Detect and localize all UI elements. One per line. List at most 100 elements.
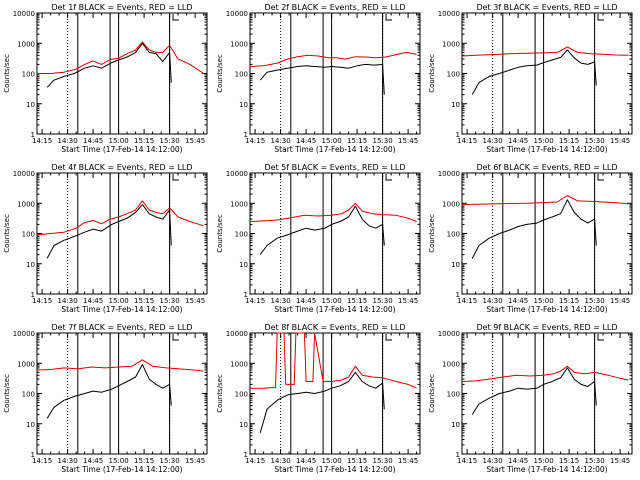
x-tick-label: 15:00 — [109, 457, 129, 465]
x-tick-label: 15:00 — [534, 297, 554, 305]
events-series-line — [259, 205, 385, 255]
y-tick-label: 1000 — [442, 360, 460, 368]
plot-frame — [249, 172, 421, 295]
y-tick-label: 100 — [235, 231, 248, 239]
x-axis-label: Start Time (17-Feb-14 14:12:00) — [274, 305, 395, 314]
detector-panel-9: Det 9f BLACK = Events, RED = LLD 1 10 100 10… — [428, 323, 633, 474]
y-axis-label: Counts/sec — [428, 374, 436, 413]
y-tick-label: 100 — [447, 391, 460, 399]
y-tick-label: 1 — [456, 131, 460, 139]
y-tick-label: 10 — [451, 261, 460, 269]
interval-bracket — [385, 334, 392, 341]
y-tick-label: 1000 — [17, 40, 35, 48]
x-tick-label: 15:45 — [398, 457, 418, 465]
interval-bracket — [172, 334, 179, 341]
plot-frame — [36, 332, 208, 455]
lld-series-line — [249, 51, 417, 67]
y-tick-label: 1 — [456, 451, 460, 459]
y-tick-label: 10000 — [226, 10, 248, 18]
panel-title: Det 1f BLACK = Events, RED = LLD — [51, 3, 192, 12]
y-tick-label: 10000 — [13, 170, 35, 178]
x-tick-label: 14:45 — [296, 457, 316, 465]
x-tick-label: 14:30 — [58, 297, 78, 305]
panel-title: Det 3f BLACK = Events, RED = LLD — [476, 3, 617, 12]
panel-title: Det 6f BLACK = Events, RED = LLD — [476, 163, 617, 172]
x-tick-label: 14:45 — [296, 137, 316, 145]
detector-panel-1: Det 1f BLACK = Events, RED = LLD 1 10 100 10… — [3, 3, 208, 154]
x-tick-label: 15:45 — [185, 137, 205, 145]
x-axis-label: Start Time (17-Feb-14 14:12:00) — [61, 305, 182, 314]
events-series-line — [46, 204, 172, 259]
y-tick-label: 10000 — [13, 330, 35, 338]
detector-panel-6: Det 6f BLACK = Events, RED = LLD 1 10 100 10… — [428, 163, 633, 314]
y-tick-label: 1000 — [442, 40, 460, 48]
x-axis-label: Start Time (17-Feb-14 14:12:00) — [274, 145, 395, 154]
detector-panel-7: Det 7f BLACK = Events, RED = LLD 1 10 100 10… — [3, 323, 208, 474]
y-tick-label: 10 — [239, 421, 248, 429]
y-tick-label: 100 — [235, 71, 248, 79]
interval-bracket — [385, 14, 392, 21]
interval-bracket — [385, 174, 392, 181]
x-tick-label: 14:15 — [32, 297, 52, 305]
y-tick-label: 10000 — [438, 170, 460, 178]
x-tick-label: 14:45 — [508, 457, 528, 465]
y-tick-label: 100 — [235, 391, 248, 399]
x-tick-label: 15:30 — [160, 297, 180, 305]
x-axis-label: Start Time (17-Feb-14 14:12:00) — [486, 305, 607, 314]
events-series-line — [471, 367, 597, 415]
x-axis-label: Start Time (17-Feb-14 14:12:00) — [274, 465, 395, 474]
events-series-line — [471, 199, 597, 259]
detector-panel-8: Det 8f BLACK = Events, RED = LLD 1 10 100 10… — [216, 323, 421, 474]
detector-panel-2: Det 2f BLACK = Events, RED = LLD 1 10 100 10… — [216, 3, 421, 154]
lld-series-line — [37, 41, 204, 74]
lld-series-line — [36, 200, 204, 236]
y-tick-label: 1 — [31, 291, 35, 299]
plot-frame — [461, 332, 633, 455]
x-axis-label: Start Time (17-Feb-14 14:12:00) — [61, 465, 182, 474]
y-tick-label: 10 — [451, 101, 460, 109]
x-tick-label: 14:45 — [83, 137, 103, 145]
x-tick-label: 15:15 — [559, 137, 579, 145]
y-axis-label: Counts/sec — [216, 374, 224, 413]
y-tick-label: 10000 — [226, 330, 248, 338]
y-tick-label: 1 — [244, 131, 248, 139]
x-tick-label: 15:45 — [610, 457, 630, 465]
x-tick-label: 14:45 — [296, 297, 316, 305]
x-tick-label: 15:30 — [373, 137, 393, 145]
detector-panel-4: Det 4f BLACK = Events, RED = LLD 1 10 100 10… — [3, 163, 208, 314]
panel-title: Det 4f BLACK = Events, RED = LLD — [51, 163, 192, 172]
plot-frame — [461, 172, 633, 295]
y-tick-label: 10 — [239, 101, 248, 109]
y-axis-label: Counts/sec — [216, 54, 224, 93]
x-tick-label: 14:45 — [83, 457, 103, 465]
y-axis-label: Counts/sec — [216, 214, 224, 253]
x-tick-label: 14:30 — [483, 457, 503, 465]
y-tick-label: 1000 — [442, 200, 460, 208]
x-tick-label: 14:30 — [271, 137, 291, 145]
events-series-line — [46, 42, 172, 88]
x-tick-label: 15:30 — [373, 297, 393, 305]
x-axis-label: Start Time (17-Feb-14 14:12:00) — [486, 145, 607, 154]
x-tick-label: 15:15 — [347, 457, 367, 465]
y-tick-label: 10 — [26, 101, 35, 109]
y-axis-label: Counts/sec — [428, 214, 436, 253]
x-axis-label: Start Time (17-Feb-14 14:12:00) — [61, 145, 182, 154]
x-tick-label: 15:00 — [534, 137, 554, 145]
x-tick-label: 15:15 — [347, 137, 367, 145]
lld-series-line — [461, 365, 629, 382]
lld-series-line — [250, 332, 417, 389]
events-series-line — [46, 364, 172, 419]
lld-series-line — [461, 46, 629, 57]
plot-frame — [249, 332, 421, 455]
x-tick-label: 15:30 — [160, 457, 180, 465]
x-tick-label: 15:30 — [585, 457, 605, 465]
x-tick-label: 15:45 — [398, 297, 418, 305]
plot-frame — [36, 172, 208, 295]
x-tick-label: 14:15 — [32, 137, 52, 145]
events-series-line — [471, 49, 597, 95]
y-tick-label: 100 — [22, 231, 35, 239]
plot-frame — [36, 12, 208, 135]
detector-panel-5: Det 5f BLACK = Events, RED = LLD 1 10 100 10… — [216, 163, 421, 314]
y-tick-label: 1 — [244, 291, 248, 299]
